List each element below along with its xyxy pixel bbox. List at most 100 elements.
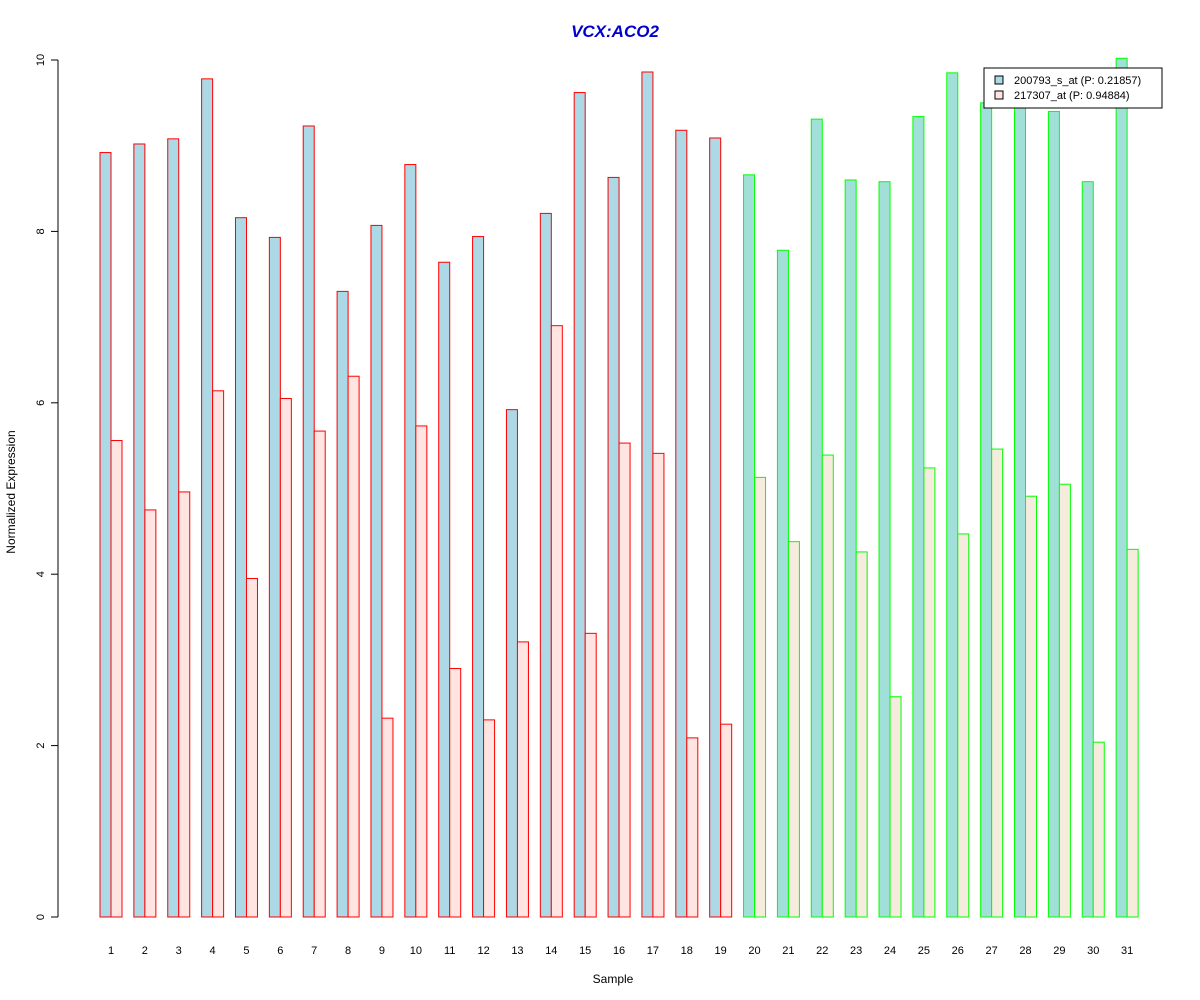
- bar-series2: [110, 440, 123, 918]
- x-tick-label: 9: [379, 945, 385, 957]
- bar-series1: [573, 92, 586, 918]
- bar-series1: [607, 176, 620, 918]
- bar-series1: [641, 71, 654, 918]
- bar-series1: [709, 137, 722, 918]
- bar-series2: [686, 737, 699, 918]
- bar-series1: [167, 138, 180, 918]
- bar-series2: [923, 467, 936, 918]
- x-tick-label: 29: [1053, 945, 1065, 957]
- bar-series2: [449, 667, 462, 918]
- bar-series1: [370, 224, 383, 918]
- bar-series1: [743, 174, 756, 918]
- x-tick-label: 1: [108, 945, 114, 957]
- bar-series1: [946, 72, 959, 918]
- bar-series1: [844, 179, 857, 918]
- x-tick-label: 27: [986, 945, 998, 957]
- bar-series2: [618, 442, 631, 918]
- bar-series2: [1126, 548, 1139, 918]
- bar-series1: [133, 143, 146, 918]
- y-tick-label: 4: [35, 571, 47, 577]
- x-tick-label: 2: [142, 945, 148, 957]
- legend-label: 200793_s_at (P: 0.21857): [1014, 75, 1141, 87]
- x-tick-label: 7: [311, 945, 317, 957]
- y-axis-label: Normalized Expression: [4, 430, 18, 553]
- y-tick-label: 0: [35, 914, 47, 920]
- bar-series2: [313, 430, 326, 918]
- bar-series1: [1047, 110, 1060, 918]
- bar-series1: [99, 152, 112, 918]
- bar-series2: [584, 632, 597, 918]
- bar-series2: [144, 509, 157, 918]
- x-tick-label: 28: [1019, 945, 1031, 957]
- bar-series1: [201, 78, 214, 918]
- bar-series1: [810, 118, 823, 918]
- bar-series1: [438, 261, 451, 918]
- bar-series1: [1081, 181, 1094, 918]
- bar-series1: [505, 409, 518, 918]
- bar-series1: [912, 116, 925, 918]
- x-tick-label: 12: [477, 945, 489, 957]
- x-tick-label: 10: [410, 945, 422, 957]
- x-tick-label: 4: [210, 945, 216, 957]
- x-tick-label: 13: [511, 945, 523, 957]
- x-tick-label: 8: [345, 945, 351, 957]
- y-tick-label: 8: [35, 228, 47, 234]
- bar-series1: [878, 181, 891, 918]
- x-tick-label: 5: [243, 945, 249, 957]
- x-tick-label: 18: [681, 945, 693, 957]
- bar-series1: [776, 249, 789, 918]
- bar-series2: [821, 454, 834, 918]
- bar-series2: [516, 641, 529, 918]
- x-tick-label: 30: [1087, 945, 1099, 957]
- bar-series1: [1115, 57, 1128, 918]
- bar-series2: [550, 325, 563, 918]
- bar-series2: [381, 717, 394, 918]
- x-tick-label: 11: [444, 945, 455, 957]
- bar-series2: [1025, 495, 1038, 918]
- legend-swatch: [994, 90, 1004, 100]
- legend-box: [983, 67, 1163, 109]
- legend: 200793_s_at (P: 0.21857) 217307_at (P: 0.…: [983, 67, 1163, 109]
- bar-series2: [991, 448, 1004, 918]
- bar-series1: [336, 290, 349, 918]
- x-tick-label: 19: [715, 945, 727, 957]
- bar-series2: [483, 719, 496, 918]
- bar-series1: [539, 212, 552, 918]
- bar-series1: [1014, 99, 1027, 918]
- bar-series2: [787, 541, 800, 918]
- x-tick-label: 31: [1121, 945, 1133, 957]
- x-tick-label: 26: [952, 945, 964, 957]
- bar-series2: [415, 425, 428, 918]
- bar-series1: [404, 164, 417, 918]
- bar-series2: [1058, 483, 1071, 918]
- x-tick-label: 25: [918, 945, 930, 957]
- legend-label: 217307_at (P: 0.94884): [1014, 90, 1130, 102]
- x-tick-label: 15: [579, 945, 591, 957]
- bar-series2: [178, 491, 191, 918]
- bar-series2: [754, 476, 767, 918]
- bars-group: [99, 57, 1139, 918]
- x-tick-label: 17: [647, 945, 659, 957]
- bar-series1: [268, 236, 281, 918]
- legend-swatch: [994, 75, 1004, 85]
- bar-series2: [957, 533, 970, 918]
- bar-series2: [212, 390, 225, 918]
- chart-title: VCX:ACO2: [571, 22, 659, 41]
- x-tick-label: 6: [277, 945, 283, 957]
- y-tick-label: 10: [35, 54, 47, 66]
- bar-series1: [675, 129, 688, 918]
- y-tick-label: 6: [35, 400, 47, 406]
- bar-series1: [472, 236, 485, 918]
- bar-series2: [1092, 741, 1105, 918]
- bar-series2: [720, 723, 733, 918]
- x-tick-label: 24: [884, 945, 896, 957]
- bar-series2: [347, 375, 360, 918]
- y-axis: 0 2 4 6 8 10: [35, 54, 59, 920]
- y-tick-label: 2: [35, 743, 47, 749]
- bar-series2: [652, 452, 665, 918]
- x-axis-label: Sample: [593, 972, 634, 986]
- bar-series2: [855, 551, 868, 918]
- x-tick-label: 23: [850, 945, 862, 957]
- bar-series2: [245, 577, 258, 918]
